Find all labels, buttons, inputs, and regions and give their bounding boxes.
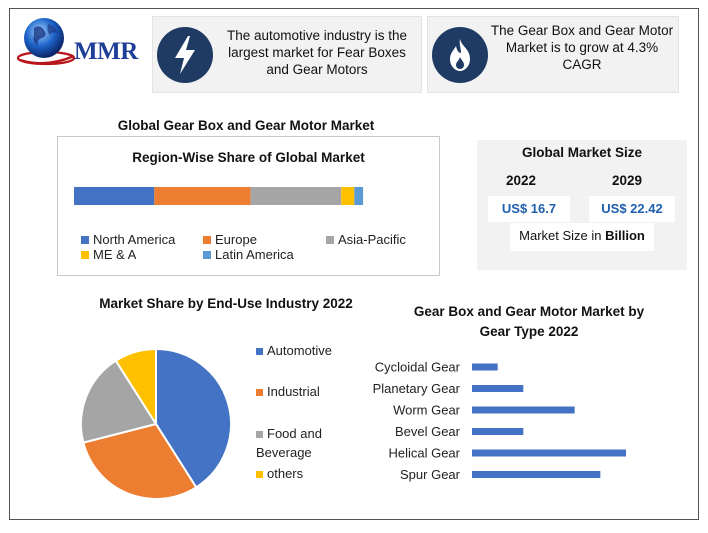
gear-type-label-helical-gear: Helical Gear	[388, 446, 460, 461]
legend-swatch	[256, 348, 263, 355]
region-share-chart: Region-Wise Share of Global Market North…	[57, 136, 440, 276]
legend-label: Industrial	[267, 384, 320, 399]
unit-note-prefix: Market Size in	[519, 228, 606, 243]
lightning-icon	[157, 27, 213, 83]
market-size-2022-value: US$ 16.7	[488, 196, 570, 222]
globe-icon	[16, 18, 76, 66]
legend-label: North America	[93, 232, 176, 247]
pie-legend-others: others	[256, 464, 366, 483]
end-use-pie-chart	[80, 347, 232, 500]
legend-label: Europe	[215, 232, 257, 247]
gear-type-bar-bevel-gear	[472, 428, 524, 435]
year-2022-label: 2022	[506, 173, 537, 188]
fact-card-automotive: The automotive industry is the largest m…	[152, 16, 422, 93]
legend-label: Food and Beverage	[256, 426, 322, 460]
gear-type-bar-spur-gear	[472, 471, 601, 478]
gear-type-bar-planetary-gear	[472, 385, 524, 392]
pie-legend-food-and-beverage: Food and Beverage	[256, 424, 334, 462]
legend-swatch	[203, 251, 211, 259]
end-use-chart-title: Market Share by End-Use Industry 2022	[99, 296, 353, 311]
legend-label: Asia-Pacific	[338, 232, 406, 247]
pie-slice-industrial	[82, 422, 198, 500]
market-size-title: Global Market Size	[521, 145, 643, 160]
gear-type-chart-title: Gear Box and Gear Motor Market by Gear T…	[413, 304, 645, 339]
gear-type-label-cycloidal-gear: Cycloidal Gear	[375, 360, 461, 375]
legend-swatch	[81, 236, 89, 244]
region-legend-latin-america: Latin America	[203, 247, 294, 262]
market-size-2029-value: US$ 22.42	[589, 196, 675, 222]
flame-icon	[432, 27, 488, 83]
main-title: Global Gear Box and Gear Motor Market	[117, 118, 375, 133]
gear-type-label-planetary-gear: Planetary Gear	[373, 381, 461, 396]
pie-slice-others	[114, 347, 157, 428]
fact-text-automotive: The automotive industry is the largest m…	[226, 28, 408, 77]
region-bar-segment-north-america	[74, 187, 155, 205]
year-2029-label: 2029	[612, 173, 643, 188]
pie-slice-food-and-beverage	[80, 359, 158, 444]
legend-label: Automotive	[267, 343, 333, 358]
fact-text-cagr: The Gear Box and Gear Motor Market is to…	[490, 23, 674, 72]
gear-type-bar-helical-gear	[472, 449, 626, 457]
legend-label: ME & A	[93, 247, 137, 262]
gear-type-bar-worm-gear	[472, 406, 575, 414]
infographic-frame	[9, 8, 699, 520]
global-market-size-panel: Global Market Size 2022 2029 US$ 16.7 US…	[477, 140, 687, 270]
region-legend-europe: Europe	[203, 232, 257, 247]
legend-swatch	[81, 251, 89, 259]
logo: MMR	[14, 14, 142, 70]
legend-swatch	[203, 236, 211, 244]
fact-card-cagr: The Gear Box and Gear Motor Market is to…	[427, 16, 679, 93]
region-bar-segment-europe	[154, 187, 251, 205]
region-chart-title: Region-Wise Share of Global Market	[132, 150, 365, 165]
gear-type-label-bevel-gear: Bevel Gear	[395, 424, 461, 439]
unit-note-bold: Billion	[605, 228, 645, 243]
gear-type-label-spur-gear: Spur Gear	[400, 467, 461, 482]
region-bar-segment-me-and-a	[341, 187, 355, 205]
gear-type-bar-chart: Cycloidal Gear Planetary Gear Worm Gear Bev…	[373, 360, 626, 482]
region-legend-me-and-a: ME & A	[81, 247, 136, 262]
legend-swatch	[326, 236, 334, 244]
region-bar-segment-asia-pacific	[250, 187, 342, 205]
legend-swatch	[256, 389, 263, 396]
pie-legend-industrial: Industrial	[256, 382, 366, 401]
pie-legend-automotive: Automotive	[256, 341, 366, 360]
gear-type-label-worm-gear: Worm Gear	[393, 403, 461, 418]
region-stacked-bar	[74, 187, 364, 205]
legend-swatch	[256, 471, 263, 478]
gear-type-bar-cycloidal-gear	[472, 363, 498, 371]
region-bar-segment-latin-america	[354, 187, 364, 205]
region-legend-asia-pacific: Asia-Pacific	[326, 232, 406, 247]
logo-text: MMR	[74, 38, 138, 65]
region-legend-north-america: North America	[81, 232, 175, 247]
market-size-unit-note: Market Size in Billion	[510, 223, 654, 251]
legend-label: others	[267, 466, 304, 481]
legend-swatch	[256, 431, 263, 438]
legend-label: Latin America	[215, 247, 294, 262]
